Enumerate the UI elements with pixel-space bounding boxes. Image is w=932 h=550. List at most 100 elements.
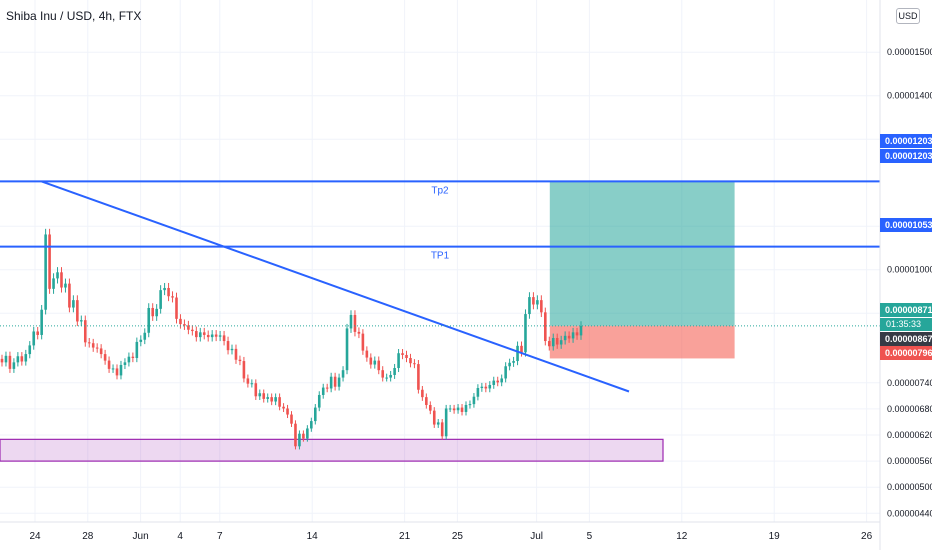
- time-tick-label: 26: [861, 531, 873, 542]
- candle-body: [8, 355, 12, 369]
- price-tag: [880, 218, 932, 232]
- candle-body: [80, 320, 83, 322]
- candle-body: [258, 393, 262, 397]
- time-tick-label: 25: [452, 531, 464, 542]
- candle-body: [155, 308, 158, 317]
- candle-body: [214, 334, 218, 337]
- candle-body: [127, 356, 131, 363]
- candle-body: [210, 334, 214, 338]
- candle-body: [508, 362, 511, 367]
- candle-body: [52, 278, 55, 289]
- candle-body: [512, 361, 515, 363]
- long-position[interactable]: [549, 181, 735, 359]
- price-tag-label: 0.00000871: [885, 305, 932, 315]
- candle-body: [472, 396, 476, 405]
- candle-body: [56, 272, 59, 279]
- time-tick-label: 7: [217, 531, 223, 542]
- candle-body: [246, 378, 250, 384]
- candle-body: [83, 320, 87, 343]
- candle-body: [139, 339, 143, 342]
- support-zone[interactable]: [0, 438, 664, 462]
- candle-body: [353, 314, 357, 332]
- candle-body: [266, 397, 270, 399]
- time-axis: 24 28 Jun 4 7 14 21 25 Jul 5 12 19 26: [0, 521, 880, 542]
- candle-body: [397, 353, 400, 369]
- candle-body: [306, 428, 309, 439]
- level-label: TP1: [431, 251, 450, 262]
- price-tag-label: 0.00001203: [885, 151, 932, 161]
- candle-body: [468, 404, 472, 406]
- candle-body: [405, 354, 408, 359]
- time-tick-label: 19: [769, 531, 781, 542]
- candle-body: [302, 433, 305, 439]
- candle-body: [230, 348, 234, 351]
- candle-body: [413, 363, 416, 365]
- time-tick-label: 4: [177, 531, 183, 542]
- candle-body: [16, 356, 20, 363]
- candle-body: [4, 355, 8, 363]
- candle-body: [536, 300, 539, 305]
- price-tick-label: 0.00001500: [887, 47, 932, 57]
- candle-body: [282, 406, 285, 409]
- candle-body: [151, 307, 154, 317]
- candle-body: [337, 377, 341, 387]
- candle-body: [559, 340, 563, 345]
- price-tick-label: 0.00000680: [887, 404, 932, 414]
- trendline[interactable]: [41, 180, 630, 393]
- candle-body: [349, 314, 353, 329]
- price-tick-label: 0.00000740: [887, 378, 932, 388]
- support-zone-rect[interactable]: [0, 438, 664, 462]
- price-tick-label: 0.00000620: [887, 430, 932, 440]
- price-tick-label: 0.00000440: [887, 508, 932, 518]
- candle-body: [369, 357, 373, 365]
- candle-body: [500, 378, 503, 383]
- candle-body: [460, 407, 464, 412]
- candle-body: [24, 354, 28, 362]
- time-tick-label: 14: [307, 531, 319, 542]
- candle-body: [202, 332, 206, 335]
- candle-body: [40, 309, 43, 335]
- candle-body: [520, 345, 523, 353]
- candle-body: [107, 360, 111, 369]
- candle-body: [238, 359, 242, 362]
- candle-body: [385, 377, 388, 379]
- candle-body: [274, 397, 277, 402]
- candle-body: [528, 297, 531, 315]
- time-tick-label: 24: [29, 531, 41, 542]
- level-label: Tp2: [431, 185, 449, 196]
- candle-body: [111, 368, 115, 370]
- candle-body: [167, 287, 170, 297]
- candle-body: [329, 376, 333, 389]
- price-axis: 0.00000440 0.00000500 0.00000560 0.00000620…: [879, 0, 932, 550]
- candle-body: [321, 387, 325, 395]
- candle-body: [286, 408, 289, 415]
- candle-body: [516, 345, 519, 362]
- candle-body: [218, 335, 222, 337]
- price-tag: [880, 149, 932, 163]
- candle-body: [163, 287, 166, 291]
- candle-body: [195, 331, 198, 338]
- candle-body: [290, 414, 293, 424]
- candle-body: [579, 325, 583, 336]
- candle-body: [417, 364, 420, 390]
- candle-body: [123, 362, 127, 365]
- candle-body: [20, 356, 24, 362]
- take-profit-area[interactable]: [549, 181, 735, 326]
- currency-button[interactable]: USD: [896, 8, 920, 24]
- price-tag: [880, 332, 932, 346]
- price-tag: [880, 134, 932, 148]
- candle-body: [254, 383, 258, 397]
- candle-body: [373, 360, 377, 365]
- drawings[interactable]: Tp2 TP1: [0, 180, 880, 393]
- price-tick-label: 0.00001000: [887, 265, 932, 275]
- price-tag-label: 0.00000867: [885, 334, 932, 344]
- candle-body: [484, 386, 488, 389]
- candle-body: [48, 234, 51, 289]
- candle-body: [377, 360, 381, 371]
- candle-body: [325, 387, 329, 389]
- time-tick-label: Jun: [133, 531, 149, 542]
- candle-body: [234, 348, 238, 360]
- candle-body: [103, 354, 107, 361]
- candle-body: [191, 329, 194, 332]
- chart-title: Shiba Inu / USD, 4h, FTX: [6, 9, 142, 23]
